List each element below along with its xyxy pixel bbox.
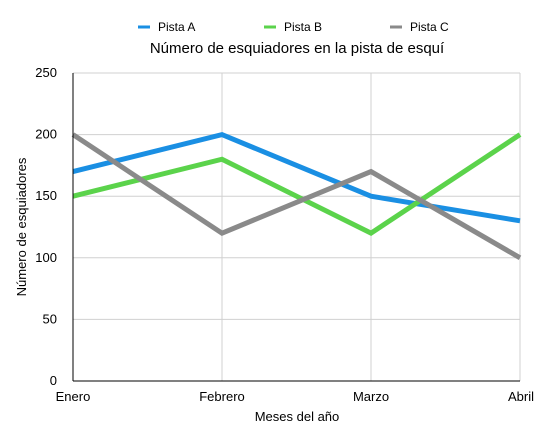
- y-axis-tick-labels: 0 50 100 150 200 250: [35, 65, 57, 388]
- legend: Pista A Pista B Pista C: [138, 20, 449, 34]
- y-axis-title: Número de esquiadores: [14, 157, 29, 296]
- legend-label: Pista A: [158, 20, 195, 34]
- series-line-pista-a: [72, 131, 521, 224]
- y-tick-label: 150: [35, 188, 57, 203]
- y-tick-label: 50: [43, 311, 57, 326]
- legend-label: Pista B: [284, 20, 322, 34]
- series-line-pista-c: [71, 132, 522, 260]
- x-tick-label: Febrero: [199, 389, 245, 404]
- chart-title: Número de esquiadores en la pista de esq…: [150, 40, 445, 57]
- grid: [72, 72, 521, 382]
- y-tick-label: 250: [35, 65, 57, 80]
- legend-item: Pista B: [264, 20, 322, 34]
- x-tick-label: Enero: [56, 389, 91, 404]
- series-line-pista-b: [72, 132, 522, 237]
- y-tick-label: 200: [35, 127, 57, 142]
- y-tick-label: 0: [50, 373, 57, 388]
- plot-frame: [72, 73, 520, 382]
- series-lines: [71, 131, 522, 260]
- legend-item: Pista A: [138, 20, 195, 34]
- y-tick-label: 100: [35, 250, 57, 265]
- x-tick-label: Abril: [508, 389, 534, 404]
- legend-label: Pista C: [410, 20, 449, 34]
- legend-item: Pista C: [390, 20, 449, 34]
- x-axis-tick-labels: Enero Febrero Marzo Abril: [56, 389, 534, 404]
- x-axis-title: Meses del año: [255, 409, 340, 424]
- x-tick-label: Marzo: [353, 389, 389, 404]
